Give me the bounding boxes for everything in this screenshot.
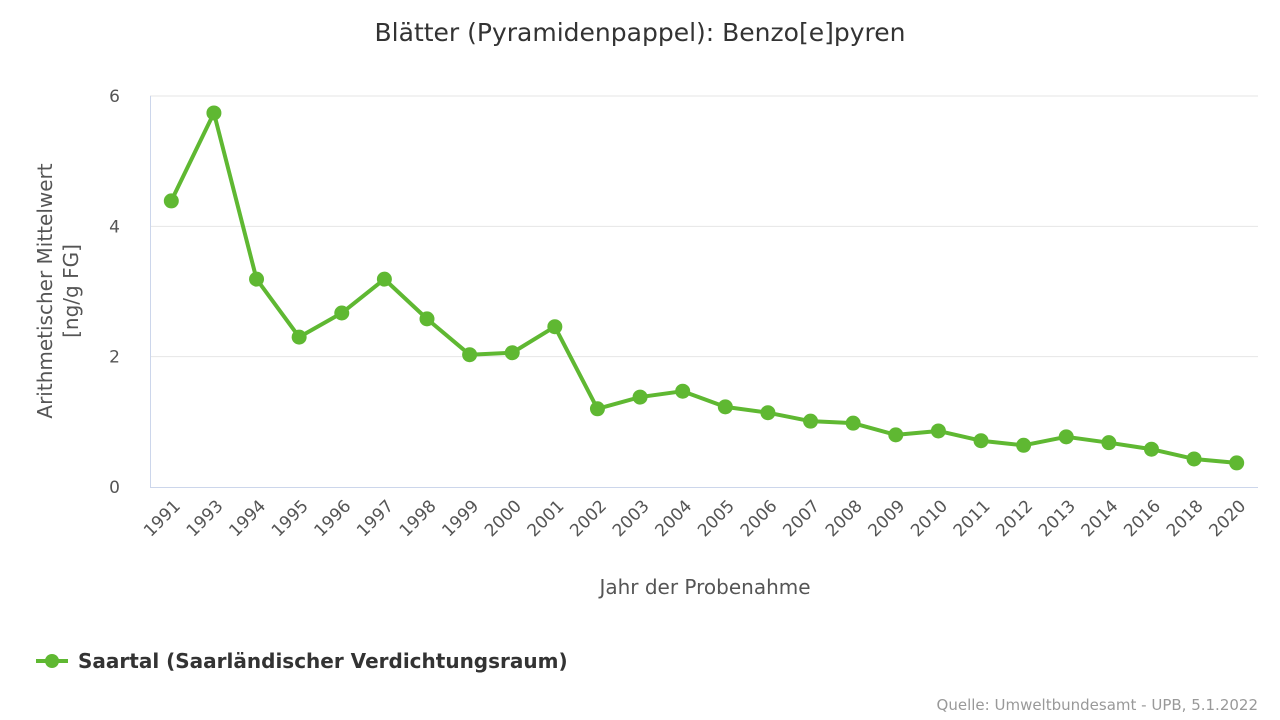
y-tick-label: 6 [109, 87, 120, 107]
x-tick-label: 2001 [524, 496, 569, 541]
x-tick-label: 2000 [481, 496, 526, 541]
x-tick-label: 1998 [396, 496, 441, 541]
data-point[interactable] [1229, 455, 1245, 471]
x-tick-label: 2010 [907, 496, 952, 541]
x-tick-label: 2012 [992, 496, 1037, 541]
y-tick-label: 0 [109, 478, 120, 498]
data-point[interactable] [1016, 437, 1032, 453]
series-line [169, 110, 1237, 465]
x-tick-label: 2004 [651, 496, 696, 541]
data-point[interactable] [973, 433, 989, 449]
y-tick-label: 2 [109, 348, 120, 368]
legend-dot-marker [45, 654, 59, 668]
x-tick-label: 2018 [1163, 496, 1208, 541]
x-tick-label: 2006 [737, 496, 782, 541]
x-tick-label: 1995 [268, 496, 313, 541]
x-tick-label: 2020 [1205, 496, 1250, 541]
x-tick-label: 2005 [694, 496, 739, 541]
data-point[interactable] [163, 193, 179, 209]
data-point[interactable] [888, 427, 904, 443]
y-tick-label: 4 [109, 217, 120, 237]
x-tick-label: 2016 [1120, 496, 1165, 541]
data-point[interactable] [1058, 429, 1074, 445]
data-point[interactable] [675, 383, 691, 399]
x-tick-label: 2003 [609, 496, 654, 541]
x-tick-label: 1999 [438, 496, 483, 541]
data-point[interactable] [1186, 451, 1202, 467]
data-point[interactable] [930, 423, 946, 439]
x-tick-label: 1996 [311, 496, 356, 541]
data-point[interactable] [249, 271, 265, 287]
data-point[interactable] [845, 415, 861, 431]
x-tick-label: 2011 [950, 496, 995, 541]
legend-label: Saartal (Saarländischer Verdichtungsraum… [78, 649, 568, 673]
x-tick-label: 2009 [865, 496, 910, 541]
chart-title: Blätter (Pyramidenpappel): Benzo[e]pyren [375, 18, 906, 47]
data-point[interactable] [376, 271, 392, 287]
data-point[interactable] [717, 399, 733, 415]
x-tick-label: 2002 [566, 496, 611, 541]
x-tick-label: 1994 [225, 496, 270, 541]
data-point[interactable] [504, 345, 520, 361]
data-point[interactable] [760, 405, 776, 421]
data-point[interactable] [206, 105, 222, 121]
data-point[interactable] [547, 319, 563, 335]
data-point[interactable] [1143, 441, 1159, 457]
x-tick-label: 1993 [183, 496, 228, 541]
data-point[interactable] [1101, 435, 1117, 451]
y-axis-label-line2: [ng/g FG] [59, 244, 83, 338]
data-point[interactable] [632, 389, 648, 405]
legend-item[interactable]: Saartal (Saarländischer Verdichtungsraum… [36, 649, 568, 673]
data-point[interactable] [589, 401, 605, 417]
x-tick-label: 2007 [779, 496, 824, 541]
data-point[interactable] [334, 305, 350, 321]
x-tick-label: 2013 [1035, 496, 1080, 541]
data-point[interactable] [291, 329, 307, 345]
y-axis-label-line1: Arithmetischer Mittelwert [33, 163, 57, 418]
data-point[interactable] [462, 347, 478, 363]
credit-source[interactable]: Quelle: Umweltbundesamt - UPB, 5.1.2022 [937, 696, 1258, 714]
x-tick-label: 1991 [140, 496, 185, 541]
x-tick-label: 2008 [822, 496, 867, 541]
data-point[interactable] [803, 413, 819, 429]
x-tick-label: 1997 [353, 496, 398, 541]
x-tick-label: 2014 [1078, 496, 1123, 541]
data-point[interactable] [419, 311, 435, 327]
x-axis-label: Jahr der Probenahme [597, 575, 810, 599]
